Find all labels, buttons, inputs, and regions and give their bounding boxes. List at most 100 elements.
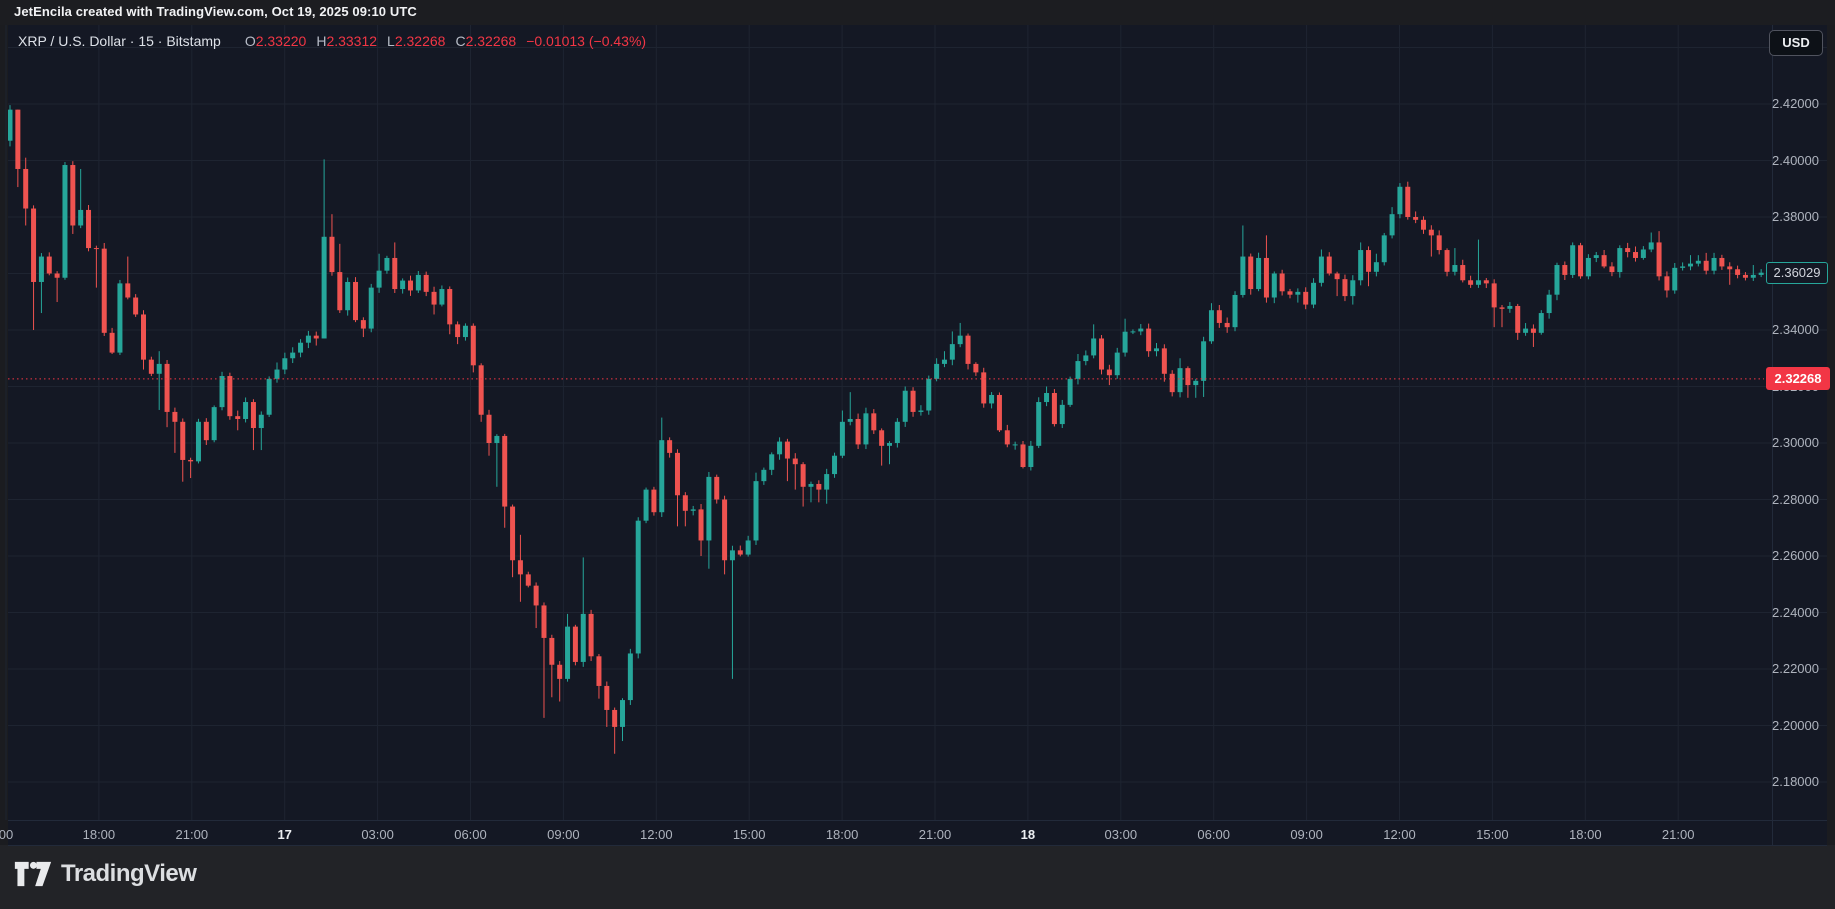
price-tick: 2.24000 xyxy=(1772,604,1819,620)
candle-body xyxy=(329,236,335,273)
candle-body xyxy=(502,435,508,507)
candle-body xyxy=(934,363,940,379)
candle-body xyxy=(1413,217,1419,220)
candle-body xyxy=(761,469,767,482)
candle-body xyxy=(1499,307,1505,309)
candle-body xyxy=(620,700,626,727)
candle-body xyxy=(258,414,264,429)
candle-body xyxy=(140,314,146,360)
candle-body xyxy=(1201,341,1207,381)
candle-body xyxy=(376,270,382,288)
candle-body xyxy=(1020,444,1026,468)
candle-body xyxy=(353,281,359,321)
candle-body xyxy=(1067,378,1073,405)
candle-body xyxy=(195,421,201,462)
candle-body xyxy=(243,402,249,419)
candle-body xyxy=(863,413,869,445)
candles-group xyxy=(8,105,1764,754)
candle-body xyxy=(541,605,547,638)
time-tick: 09:00 xyxy=(547,827,580,842)
candle-body xyxy=(1680,266,1686,268)
candle-body xyxy=(714,476,720,500)
candle-body xyxy=(784,441,790,459)
ohlc-key: C xyxy=(455,33,466,49)
candle-body xyxy=(926,378,932,411)
candle-body xyxy=(400,280,406,290)
price-tick: 2.28000 xyxy=(1772,491,1819,507)
candle-body xyxy=(737,550,743,555)
candle-body xyxy=(1122,331,1128,353)
candle-body xyxy=(54,273,60,278)
candle-body xyxy=(965,335,971,364)
candle-body xyxy=(902,390,908,422)
time-tick: 18:00 xyxy=(82,827,116,842)
time-axis-separator xyxy=(8,820,1827,821)
candle-body xyxy=(1287,291,1293,295)
candle-body xyxy=(1146,328,1152,352)
candle-body xyxy=(298,342,304,353)
candle-body xyxy=(1366,250,1372,272)
currency-toggle-button[interactable]: USD xyxy=(1769,30,1823,56)
candle-body xyxy=(753,481,759,541)
time-tick: 15:00 xyxy=(1476,827,1509,842)
price-tick: 2.38000 xyxy=(1772,209,1819,224)
candle-body xyxy=(1727,266,1733,270)
candle-body xyxy=(31,208,37,282)
candle-body xyxy=(957,335,963,345)
candle-body xyxy=(1224,322,1230,328)
candle-body xyxy=(235,416,241,419)
candle-body xyxy=(1059,404,1065,425)
candle-body xyxy=(38,256,44,282)
candle-body xyxy=(78,209,84,226)
candle-body xyxy=(1475,280,1481,285)
candle-body xyxy=(1271,273,1277,298)
candle-body xyxy=(635,520,641,654)
candle-body xyxy=(1625,248,1631,253)
candle-body xyxy=(1687,263,1693,267)
candle-body xyxy=(1538,313,1544,333)
candle-body xyxy=(722,499,728,561)
candle-body xyxy=(698,509,704,541)
price-tick: 2.40000 xyxy=(1772,152,1819,168)
candle-body xyxy=(973,363,979,373)
price-tick: 2.30000 xyxy=(1772,435,1819,450)
candle-body xyxy=(1468,280,1474,285)
time-tick: 12:00 xyxy=(640,827,673,842)
candle-body xyxy=(871,413,877,431)
candle-body xyxy=(1036,402,1042,446)
candle-body xyxy=(1248,256,1254,290)
candle-body xyxy=(1719,257,1725,267)
candle-body xyxy=(431,291,437,305)
time-tick: 15:00 xyxy=(732,827,766,842)
candle-body xyxy=(596,656,602,686)
prev-close-price-label: 2.32268 xyxy=(1766,366,1830,390)
candle-body xyxy=(455,324,461,338)
symbol-header[interactable]: XRP / U.S. Dollar · 15 · Bitstamp O2.3322… xyxy=(18,33,646,49)
candle-body xyxy=(305,335,311,343)
candle-body xyxy=(447,289,453,325)
tradingview-logo[interactable]: TradingView xyxy=(14,860,197,888)
candle-body xyxy=(172,411,178,422)
candle-body xyxy=(604,685,610,710)
candle-body xyxy=(1326,256,1332,274)
candle-body xyxy=(156,363,162,374)
time-tick: 03:00 xyxy=(361,827,394,842)
candle-body xyxy=(887,443,893,446)
candle-body xyxy=(1507,305,1513,309)
candle-body xyxy=(360,320,366,329)
candle-body xyxy=(415,274,421,291)
candle-body xyxy=(894,421,900,443)
candle-body xyxy=(1240,256,1246,295)
candle-body xyxy=(1295,291,1301,295)
candle-body xyxy=(1530,328,1536,333)
candle-body xyxy=(345,281,351,311)
candle-body xyxy=(674,452,680,496)
candle-body xyxy=(109,332,115,353)
left-margin xyxy=(0,25,8,845)
candle-body xyxy=(1138,328,1144,332)
candle-body xyxy=(1523,328,1529,333)
candle-body xyxy=(274,369,280,379)
candle-body xyxy=(525,574,531,586)
